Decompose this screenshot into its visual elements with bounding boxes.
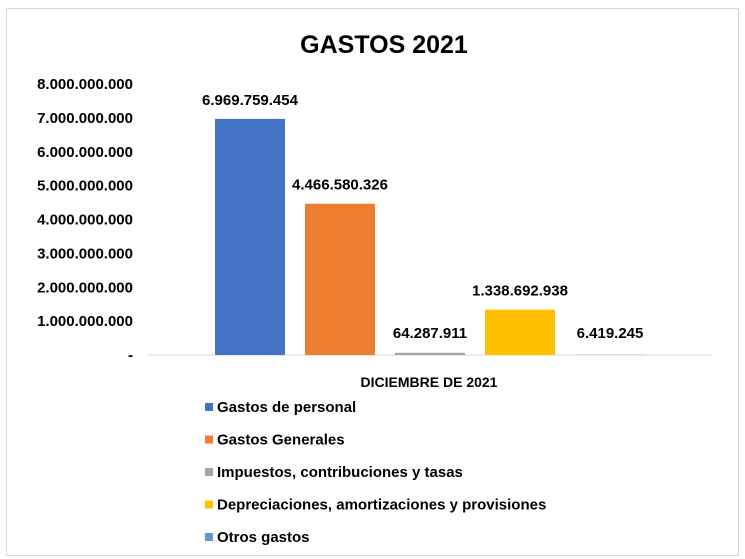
y-tick-label: 8.000.000.000 (37, 76, 133, 93)
bar-4 (485, 309, 555, 355)
y-tick-label: 4.000.000.000 (37, 212, 133, 229)
bar-1 (215, 118, 285, 355)
y-tick-label: 7.000.000.000 (37, 110, 133, 127)
legend-label: Impuestos, contribuciones y tasas (217, 464, 463, 481)
legend-label: Gastos Generales (217, 432, 345, 449)
legend-label: Depreciaciones, amortizaciones y provisi… (217, 497, 546, 514)
legend-swatch (205, 533, 213, 541)
y-tick-label: - (128, 347, 133, 364)
y-tick-label: 6.000.000.000 (37, 144, 133, 161)
data-label: 6.419.245 (577, 325, 644, 342)
legend-swatch (205, 435, 213, 444)
data-labels-group: 6.969.759.454 4.466.580.326 64.287.911 1.33… (202, 92, 643, 342)
data-label: 6.969.759.454 (202, 92, 299, 109)
data-label: 1.338.692.938 (472, 283, 568, 300)
bars-group (215, 118, 645, 355)
data-label: 64.287.911 (393, 325, 467, 342)
bar-3 (395, 352, 465, 355)
legend-swatch (205, 468, 213, 476)
y-tick-label: 3.000.000.000 (37, 245, 133, 262)
y-tick-label: 1.000.000.000 (37, 313, 133, 330)
chart-title: GASTOS 2021 (300, 31, 468, 59)
legend-swatch (205, 500, 213, 509)
legend-label: Otros gastos (217, 529, 310, 546)
y-tick-label: 5.000.000.000 (37, 178, 133, 195)
legend: Gastos de personal Gastos Generales Impues… (205, 399, 546, 546)
data-label: 4.466.580.326 (292, 177, 388, 194)
y-tick-label: 2.000.000.000 (37, 279, 133, 296)
y-axis-ticks: - 1.000.000.000 2.000.000.000 3.000.000.000… (37, 76, 133, 364)
bar-2 (305, 203, 375, 355)
legend-label: Gastos de personal (217, 399, 356, 416)
legend-swatch (205, 403, 213, 411)
x-category-label: DICIEMBRE DE 2021 (361, 374, 498, 390)
